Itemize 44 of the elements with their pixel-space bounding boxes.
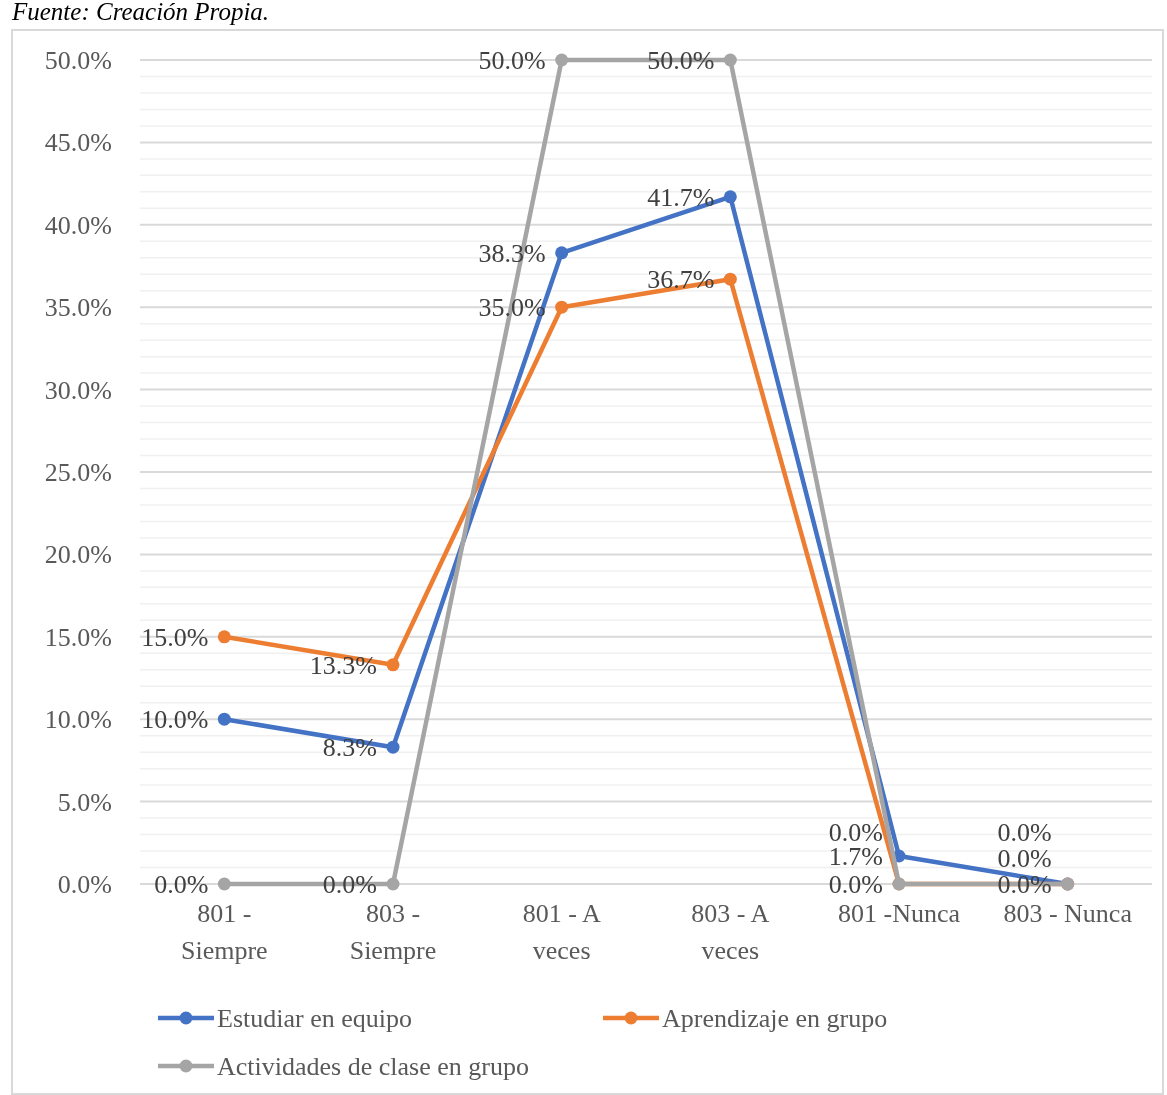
data-label: 0.0% <box>154 869 209 899</box>
x-tick-label: 801 -Nunca <box>837 899 961 928</box>
x-tick-label: 801 - A veces <box>522 899 601 965</box>
point <box>723 190 737 204</box>
y-tick-label: 50.0% <box>44 45 112 75</box>
data-label: 0.0% <box>828 869 883 899</box>
data-label: 10.0% <box>141 704 209 734</box>
point <box>723 272 737 286</box>
legend-label: Estudiar en equipo <box>217 1003 412 1033</box>
x-tick-label: 801 - Siempre <box>181 899 268 965</box>
point <box>555 53 569 67</box>
point <box>386 658 400 672</box>
y-tick-label: 20.0% <box>44 539 112 569</box>
legend-label: Actividades de clase en grupo <box>217 1051 529 1081</box>
y-tick-label: 45.0% <box>44 127 112 157</box>
data-label: 8.3% <box>322 732 377 762</box>
point <box>217 630 231 644</box>
x-tick-label: 803 - A veces <box>691 899 770 965</box>
y-tick-label: 25.0% <box>44 457 112 487</box>
data-label: 50.0% <box>478 45 546 75</box>
y-tick-label: 35.0% <box>44 292 112 322</box>
y-tick-label: 15.0% <box>44 622 112 652</box>
data-label: 15.0% <box>141 622 209 652</box>
x-tick-label: 803 - Siempre <box>349 899 437 965</box>
data-label: 38.3% <box>478 238 546 268</box>
y-tick-label: 30.0% <box>44 375 112 405</box>
y-tick-label: 40.0% <box>44 210 112 240</box>
point <box>217 712 231 726</box>
point <box>723 53 737 67</box>
data-label: 13.3% <box>309 650 377 680</box>
point <box>217 877 231 891</box>
x-tick-label: 803 - Nunca <box>1003 899 1133 928</box>
data-label: 0.0% <box>322 869 377 899</box>
legend-label: Aprendizaje en grupo <box>662 1003 888 1033</box>
point <box>555 246 569 260</box>
source-note: Fuente: Creación Propia. <box>11 0 270 25</box>
y-tick-label: 10.0% <box>44 704 112 734</box>
y-tick-label: 5.0% <box>57 787 112 817</box>
data-label: 50.0% <box>647 45 715 75</box>
data-label: 41.7% <box>647 182 715 212</box>
point <box>555 300 569 314</box>
point <box>386 740 400 754</box>
point <box>386 877 400 891</box>
y-tick-label: 0.0% <box>57 869 112 899</box>
